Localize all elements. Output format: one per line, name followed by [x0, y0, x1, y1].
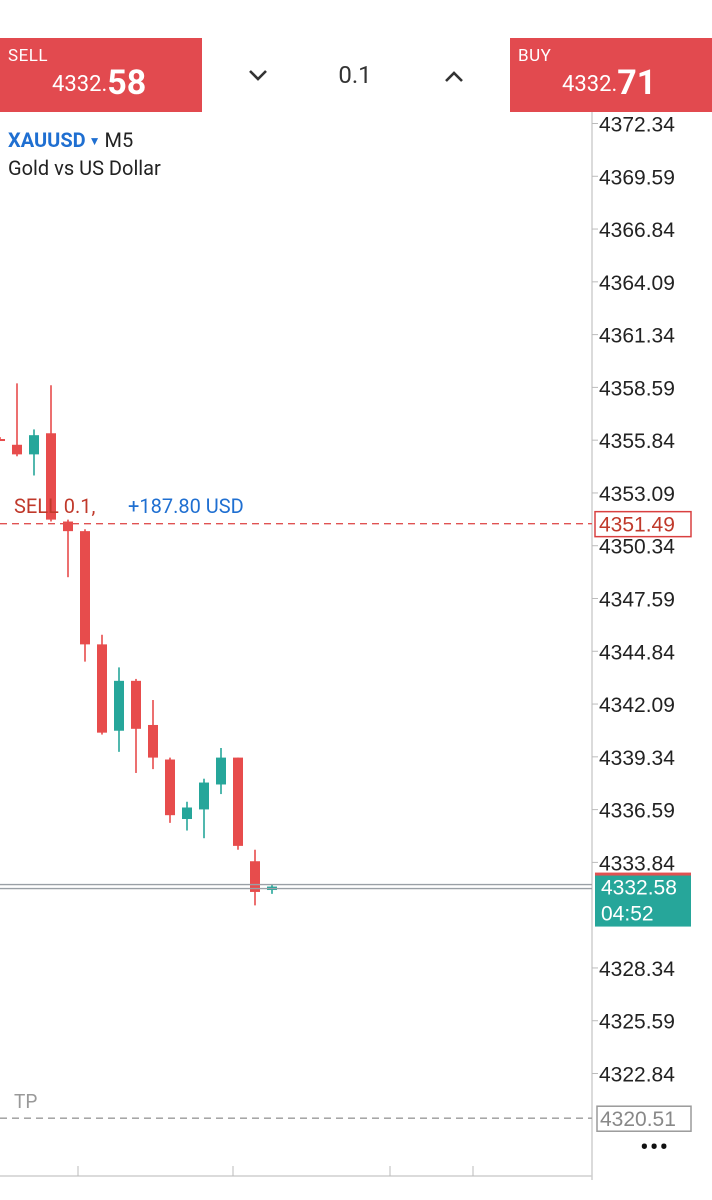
chevron-down-icon[interactable] [236, 58, 280, 92]
current-price: 4332.58 [601, 877, 677, 900]
time-axis: 15 Jun 18:5015 Jun 19:3515 Jun 20:2015 J… [77, 1166, 474, 1176]
y-tick-label: 4322.84 [599, 1064, 675, 1087]
y-tick-label: 4355.84 [599, 430, 675, 453]
y-tick-label: 4336.59 [599, 800, 675, 823]
candle-body [216, 757, 226, 785]
sell-label: SELL [8, 46, 49, 66]
position-open-price: 4351.49 [599, 514, 675, 537]
candle-body [114, 680, 124, 731]
y-tick-label: 4342.09 [599, 694, 675, 717]
candle-body [97, 644, 107, 733]
y-tick-label: 4339.34 [599, 747, 675, 770]
sell-price: 4332.58 [52, 60, 147, 103]
y-tick-label: 4358.59 [599, 377, 675, 400]
buy-label: BUY [518, 46, 552, 66]
candle-body [12, 444, 22, 455]
status-bar-cut [0, 0, 712, 38]
candle-body [233, 757, 243, 846]
buy-button[interactable]: BUY 4332.71 [510, 38, 712, 112]
sell-price-big: 58 [107, 63, 147, 103]
price-chart[interactable]: 4372.34 4369.59 4366.84 4364.09 4361.34 4358.… [0, 112, 712, 1180]
y-tick-label: 4325.59 [599, 1011, 675, 1034]
lot-size-value[interactable]: 0.1 [338, 61, 372, 89]
levels: 4351.49 4332.58 04:52 4320.51 [0, 510, 692, 1132]
take-profit-price-box [596, 1105, 692, 1132]
candles [0, 383, 277, 906]
candle-body [0, 439, 5, 442]
y-tick-label: 4369.59 [599, 166, 675, 189]
y-tick-label: 4372.34 [599, 114, 675, 137]
candle-body [80, 531, 90, 645]
y-tick-label: 4353.09 [599, 483, 675, 506]
candle-body [165, 759, 175, 816]
position-label[interactable]: SELL 0.1, [14, 494, 96, 518]
y-tick-label: 4364.09 [599, 272, 675, 295]
y-tick-label: 4366.84 [599, 219, 675, 242]
y-tick-label: 4350.34 [599, 536, 675, 559]
y-tick-label: 4347.59 [599, 589, 675, 612]
sell-price-prefix: 4332. [52, 72, 108, 97]
price-axis: 4372.34 4369.59 4366.84 4364.09 4361.34 4358.… [592, 114, 675, 1087]
current-price-box [595, 874, 691, 927]
candle-body [148, 724, 158, 758]
y-tick-label: 4328.34 [599, 958, 675, 981]
candle-body [250, 861, 260, 892]
candle-body [182, 807, 192, 820]
candle-body [29, 435, 39, 455]
sell-button[interactable]: SELL 4332.58 [0, 38, 202, 112]
candle-body [46, 433, 56, 520]
ask-marker [595, 872, 691, 876]
symbol-ticker: XAUUSD [8, 128, 86, 152]
position-pnl: +187.80 USD [128, 494, 244, 518]
candle-body [131, 680, 141, 729]
symbol-selector[interactable]: XAUUSD ▼ M5 [8, 128, 133, 152]
take-profit-label[interactable]: TP [14, 1090, 38, 1113]
y-tick-label: 4333.84 [599, 852, 675, 875]
chevron-up-icon[interactable] [432, 58, 476, 92]
caret-down-icon: ▼ [88, 134, 101, 148]
buy-price: 4332.71 [562, 60, 657, 103]
symbol-description: Gold vs US Dollar [8, 156, 161, 180]
candle-body [63, 521, 73, 532]
position-open-price-box [594, 510, 692, 538]
buy-price-prefix: 4332. [562, 72, 618, 97]
trade-panel: SELL 4332.58 0.1 BUY 4332.71 [0, 38, 712, 112]
y-tick-label: 4361.34 [599, 325, 675, 348]
candle-body [199, 782, 209, 810]
take-profit-price: 4320.51 [600, 1108, 676, 1131]
y-tick-label: 4344.84 [599, 641, 675, 664]
buy-price-big: 71 [617, 63, 657, 103]
timeframe: M5 [104, 128, 134, 152]
candle-countdown: 04:52 [601, 903, 654, 926]
more-dots-icon[interactable]: ••• [640, 1133, 670, 1163]
